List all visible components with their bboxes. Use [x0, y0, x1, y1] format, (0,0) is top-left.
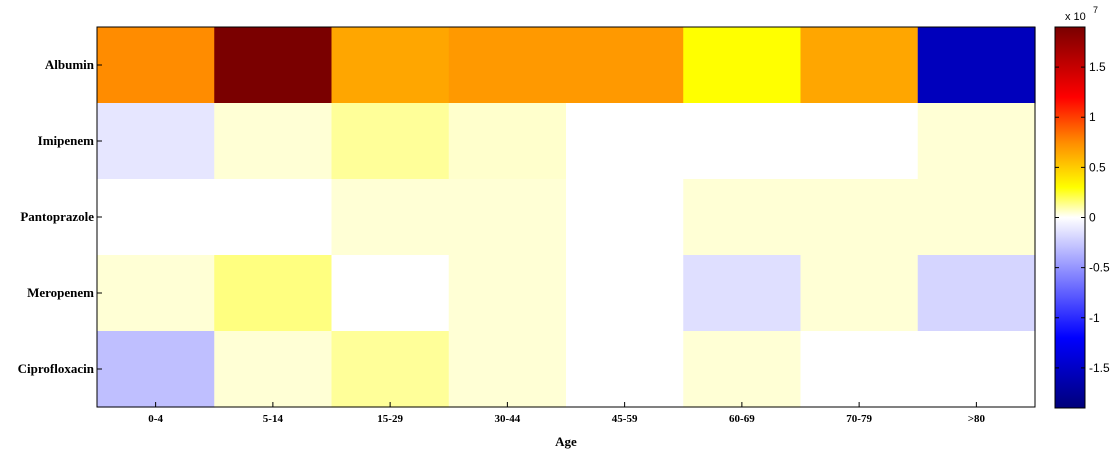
- heatmap-cell: [800, 27, 919, 104]
- row-labels: Albumin Imipenem Pantoprazole Meropenem Cipr…: [18, 57, 102, 376]
- colorbar-gradient: [1054, 26, 1086, 409]
- colorbar-exponent-base: x 10: [1065, 11, 1086, 23]
- heatmap-cell: [800, 103, 919, 180]
- heatmap-cell: [331, 27, 450, 104]
- heatmap-cell: [917, 255, 1036, 332]
- heatmap-cell: [97, 27, 215, 104]
- heatmap-cell: [97, 103, 215, 180]
- heatmap-cell: [214, 255, 333, 332]
- colorbar-tick-label: -1: [1089, 311, 1100, 325]
- heatmap-cell: [214, 179, 333, 256]
- heatmap-cell: [800, 179, 919, 256]
- heatmap-cell: [917, 331, 1036, 408]
- heatmap-cell: [683, 331, 802, 408]
- heatmap-cell: [331, 103, 450, 180]
- heatmap-cell: [448, 179, 567, 256]
- row-label: Meropenem: [27, 285, 94, 300]
- column-label: 15-29: [377, 413, 403, 425]
- column-label: >80: [968, 413, 986, 425]
- colorbar-exponent-power: 7: [1093, 5, 1098, 15]
- heatmap-cell: [566, 27, 684, 104]
- heatmap-cell: [97, 179, 215, 256]
- heatmap-cell: [97, 255, 215, 332]
- heatmap-cell: [566, 255, 684, 332]
- heatmap-cell: [331, 255, 450, 332]
- colorbar-tick-label: 0: [1089, 211, 1096, 225]
- x-axis-label: Age: [555, 434, 577, 449]
- column-label: 60-69: [729, 413, 755, 425]
- heatmap-cells: [97, 27, 1036, 408]
- row-label: Pantoprazole: [20, 209, 94, 224]
- heatmap-cell: [917, 103, 1036, 180]
- row-label: Albumin: [45, 57, 95, 72]
- colorbar-tick-label: -0.5: [1089, 261, 1110, 275]
- heatmap-cell: [566, 103, 684, 180]
- column-label: 45-59: [612, 413, 638, 425]
- heatmap-cell: [917, 179, 1036, 256]
- heatmap-cell: [214, 27, 333, 104]
- heatmap-cell: [448, 255, 567, 332]
- heatmap-cell: [917, 27, 1036, 104]
- column-label: 30-44: [495, 413, 521, 425]
- column-labels: 0-4 5-14 15-29 30-44 45-59 60-69 70-79 >80: [148, 402, 986, 425]
- column-label: 70-79: [846, 413, 872, 425]
- colorbar-tick-label: 0.5: [1089, 160, 1106, 174]
- colorbar-tick-label: -1.5: [1089, 361, 1110, 375]
- heatmap-cell: [331, 179, 450, 256]
- heatmap-cell: [683, 27, 802, 104]
- heatmap-cell: [566, 179, 684, 256]
- heatmap-cell: [800, 255, 919, 332]
- heatmap-cell: [566, 331, 684, 408]
- heatmap-cell: [800, 331, 919, 408]
- colorbar: -1.5 -1 -0.5 0 0.5 1 1.5 x 10 7: [1054, 5, 1110, 409]
- column-label: 5-14: [263, 413, 284, 425]
- heatmap-cell: [683, 179, 802, 256]
- colorbar-tick-label: 1.5: [1089, 60, 1106, 74]
- heatmap-cell: [448, 331, 567, 408]
- heatmap-cell: [448, 103, 567, 180]
- heatmap-cell: [214, 331, 333, 408]
- heatmap-cell: [448, 27, 567, 104]
- heatmap-cell: [331, 331, 450, 408]
- row-label: Imipenem: [38, 133, 95, 148]
- heatmap-cell: [683, 255, 802, 332]
- heatmap-cell: [683, 103, 802, 180]
- heatmap-cell: [214, 103, 333, 180]
- heatmap-cell: [97, 331, 215, 408]
- colorbar-tick-label: 1: [1089, 110, 1096, 124]
- row-label: Ciprofloxacin: [18, 361, 95, 376]
- column-label: 0-4: [148, 413, 163, 425]
